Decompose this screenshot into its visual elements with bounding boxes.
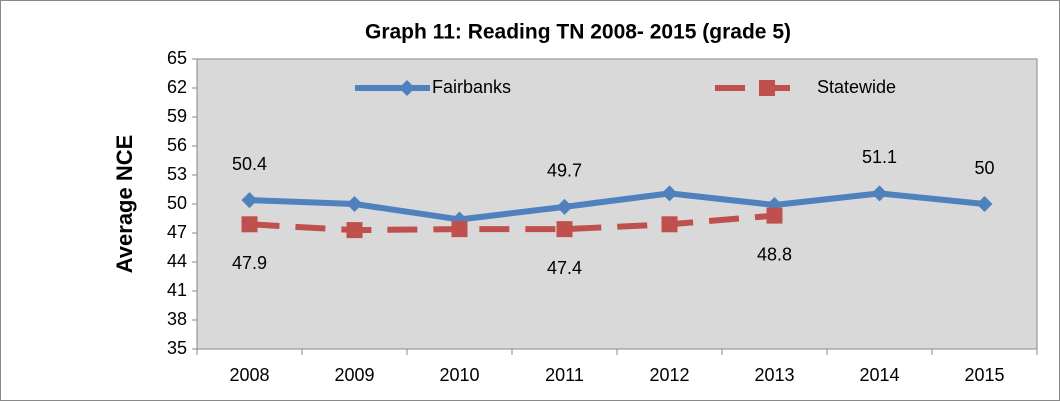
y-tick-label: 41 bbox=[167, 280, 187, 300]
data-point bbox=[241, 192, 258, 209]
data-label: 47.4 bbox=[547, 258, 582, 278]
x-tick-label: 2009 bbox=[334, 365, 374, 385]
x-tick-label: 2012 bbox=[649, 365, 689, 385]
y-tick-label: 47 bbox=[167, 222, 187, 242]
y-tick-label: 38 bbox=[167, 309, 187, 329]
series-line bbox=[249, 212, 775, 234]
legend-marker bbox=[759, 80, 775, 96]
legend-label: Fairbanks bbox=[432, 77, 511, 97]
legend-marker bbox=[399, 80, 415, 96]
series-line bbox=[249, 190, 985, 223]
y-tick-label: 44 bbox=[167, 251, 187, 271]
x-tick-label: 2008 bbox=[229, 365, 269, 385]
data-label: 47.9 bbox=[232, 253, 267, 273]
data-point bbox=[556, 221, 573, 238]
x-tick-label: 2013 bbox=[754, 365, 794, 385]
chart-title: Graph 11: Reading TN 2008- 2015 (grade 5… bbox=[365, 21, 791, 44]
data-label: 49.7 bbox=[547, 161, 582, 181]
y-tick-label: 59 bbox=[167, 106, 187, 126]
data-point bbox=[976, 196, 993, 212]
data-point bbox=[661, 216, 678, 233]
legend-label: Statewide bbox=[817, 77, 896, 97]
data-point bbox=[661, 185, 678, 202]
x-tick-label: 2011 bbox=[545, 365, 584, 385]
data-point bbox=[451, 221, 468, 238]
x-tick-label: 2015 bbox=[964, 365, 1004, 385]
y-tick-label: 50 bbox=[167, 193, 187, 213]
data-label: 50.4 bbox=[232, 154, 267, 174]
data-point bbox=[766, 207, 783, 224]
y-tick-label: 62 bbox=[167, 77, 187, 97]
data-label: 50 bbox=[974, 158, 994, 178]
y-tick-label: 65 bbox=[167, 48, 187, 68]
data-label: 51.1 bbox=[862, 147, 897, 167]
data-point bbox=[346, 222, 363, 239]
x-tick-label: 2010 bbox=[439, 365, 479, 385]
data-label: 48.8 bbox=[757, 244, 792, 264]
data-point bbox=[346, 196, 363, 212]
y-tick-label: 35 bbox=[167, 338, 187, 358]
y-axis-label: Average NCE bbox=[112, 135, 137, 274]
y-tick-label: 53 bbox=[167, 164, 187, 184]
data-point bbox=[871, 185, 888, 202]
y-tick-label: 56 bbox=[167, 135, 187, 155]
data-point bbox=[556, 198, 573, 215]
data-point bbox=[241, 216, 258, 233]
x-tick-label: 2014 bbox=[859, 365, 899, 385]
